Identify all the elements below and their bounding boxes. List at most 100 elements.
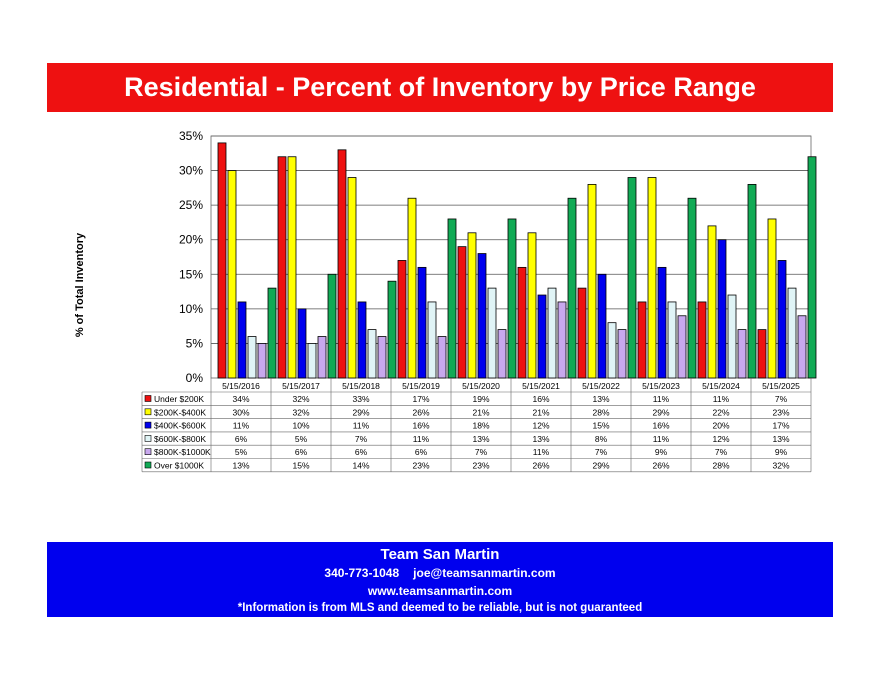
website-url: www.teamsanmartin.com xyxy=(367,584,513,598)
data-label: 26% xyxy=(652,461,669,471)
data-label: 11% xyxy=(233,421,250,431)
bar xyxy=(707,225,717,379)
data-label: 28% xyxy=(712,461,729,471)
y-tick-label: 20% xyxy=(179,233,203,247)
bar xyxy=(377,336,387,379)
bar xyxy=(767,218,777,379)
legend-label: $800K-$1000K xyxy=(154,447,211,457)
legend-label: Under $200K xyxy=(154,394,204,404)
legend-swatch xyxy=(144,435,152,442)
legend-swatch xyxy=(144,408,152,416)
bar xyxy=(237,301,247,379)
bar xyxy=(277,156,287,379)
email-address: joe@teamsanmartin.com xyxy=(413,566,556,580)
x-tick-label: 5/15/2017 xyxy=(282,381,320,391)
bar xyxy=(487,287,497,379)
bar xyxy=(687,197,697,379)
bar xyxy=(757,329,767,379)
legend-swatch xyxy=(144,395,152,402)
data-label: 30% xyxy=(232,407,249,417)
data-label: 7% xyxy=(715,447,728,457)
bar xyxy=(657,266,667,379)
data-label: 11% xyxy=(713,394,730,404)
x-tick-label: 5/15/2023 xyxy=(642,381,680,391)
bar xyxy=(477,253,487,379)
x-tick-label: 5/15/2021 xyxy=(522,381,560,391)
data-label: 21% xyxy=(532,407,549,417)
data-label: 34% xyxy=(232,394,249,404)
bar xyxy=(547,287,557,379)
data-label: 6% xyxy=(295,447,308,457)
data-label: 11% xyxy=(533,447,550,457)
bar xyxy=(457,246,467,379)
data-label: 21% xyxy=(472,407,489,417)
bar xyxy=(537,294,547,379)
data-label: 6% xyxy=(355,447,368,457)
data-label: 13% xyxy=(532,434,549,444)
legend-swatch xyxy=(144,448,152,456)
data-label: 32% xyxy=(292,407,309,417)
bar xyxy=(387,280,397,379)
data-label: 26% xyxy=(532,461,549,471)
bar xyxy=(517,266,527,379)
bar xyxy=(297,308,307,379)
y-tick-label: 30% xyxy=(179,164,203,178)
bar xyxy=(447,218,457,379)
data-label: 17% xyxy=(772,421,789,431)
bar xyxy=(227,170,237,379)
bar xyxy=(607,322,617,379)
data-label: 7% xyxy=(475,447,488,457)
data-label: 15% xyxy=(592,421,609,431)
data-label: 17% xyxy=(412,394,429,404)
data-label: 11% xyxy=(653,434,670,444)
bar xyxy=(627,177,637,379)
data-label: 23% xyxy=(472,461,489,471)
data-label: 13% xyxy=(472,434,489,444)
x-tick-label: 5/15/2024 xyxy=(702,381,740,391)
bar xyxy=(287,156,297,379)
bar xyxy=(717,239,727,379)
data-label: 11% xyxy=(653,394,670,404)
data-label: 33% xyxy=(352,394,369,404)
bar xyxy=(427,301,437,379)
bar xyxy=(467,232,477,379)
legend-label: $200K-$400K xyxy=(154,407,206,417)
x-tick-label: 5/15/2019 xyxy=(402,381,440,391)
data-label: 13% xyxy=(592,394,609,404)
data-label: 32% xyxy=(292,394,309,404)
x-tick-label: 5/15/2018 xyxy=(342,381,380,391)
disclaimer: *Information is from MLS and deemed to b… xyxy=(237,602,643,614)
bar xyxy=(267,287,277,379)
y-tick-label: 35% xyxy=(179,129,203,143)
legend-label: $400K-$600K xyxy=(154,421,206,431)
y-tick-label: 10% xyxy=(179,302,203,316)
legend-swatch xyxy=(144,421,152,429)
data-label: 8% xyxy=(595,434,608,444)
data-label: 7% xyxy=(775,394,788,404)
data-label: 29% xyxy=(352,407,369,417)
bar xyxy=(327,273,337,379)
bar xyxy=(317,336,327,379)
bar xyxy=(667,301,677,379)
phone-number: 340-773-1048 xyxy=(324,566,400,580)
data-label: 5% xyxy=(235,447,248,457)
data-label: 23% xyxy=(772,407,789,417)
data-label: 20% xyxy=(712,421,729,431)
bar xyxy=(677,315,687,379)
data-label: 29% xyxy=(652,407,669,417)
x-tick-label: 5/15/2020 xyxy=(462,381,500,391)
bar xyxy=(747,183,757,379)
data-label: 13% xyxy=(232,461,249,471)
x-tick-label: 5/15/2022 xyxy=(582,381,620,391)
bar xyxy=(777,260,787,379)
bar xyxy=(257,343,267,379)
data-label: 5% xyxy=(295,434,308,444)
data-label: 16% xyxy=(532,394,549,404)
data-label: 16% xyxy=(412,421,429,431)
data-label: 12% xyxy=(712,434,729,444)
data-label: 9% xyxy=(655,447,668,457)
bar xyxy=(807,156,817,379)
footer-banner: Team San Martin 340-773-1048 joe@teamsanm… xyxy=(47,542,833,617)
data-label: 32% xyxy=(772,461,789,471)
